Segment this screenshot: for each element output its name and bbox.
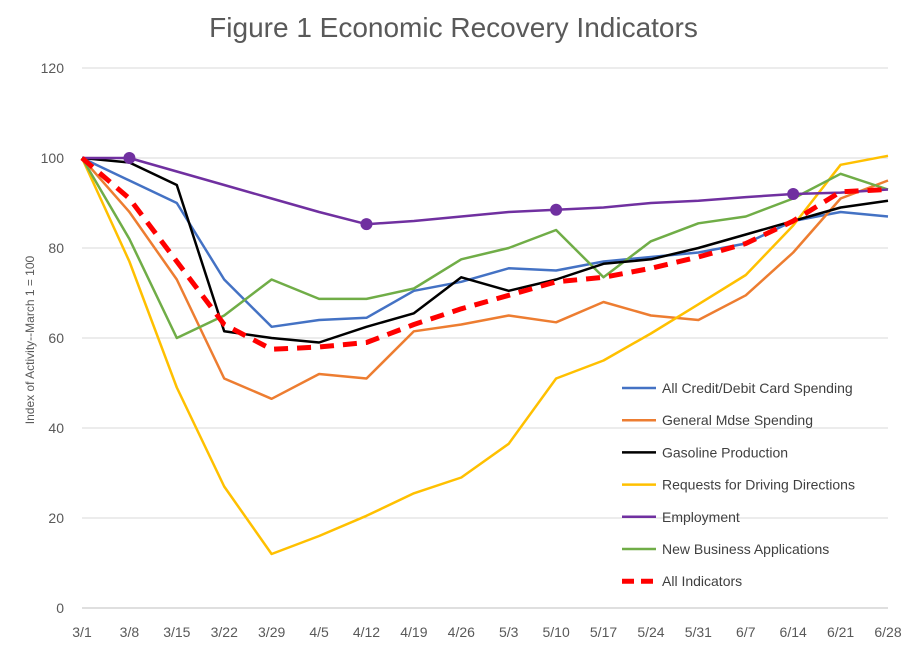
x-tick-label: 6/21 bbox=[827, 624, 854, 640]
legend-label: Gasoline Production bbox=[662, 444, 788, 460]
series-line bbox=[82, 156, 889, 226]
chart-title: Figure 1 Economic Recovery Indicators bbox=[209, 12, 698, 43]
x-tick-label: 5/10 bbox=[542, 624, 569, 640]
x-axis-ticks: 3/1 3/8 3/15 3/22 3/29 4/5 4/12 4/19 4/26 5/3 5/10… bbox=[72, 624, 902, 640]
series-line bbox=[80, 157, 889, 340]
series-marker bbox=[123, 152, 136, 164]
x-tick-label: 5/24 bbox=[637, 624, 664, 640]
legend: All Credit/Debit Card Spending General Md… bbox=[622, 380, 855, 589]
x-tick-label: 6/14 bbox=[780, 624, 807, 640]
series-line bbox=[80, 154, 889, 556]
series-marker bbox=[550, 203, 563, 216]
x-tick-label: 4/12 bbox=[353, 624, 380, 640]
x-tick-label: 4/5 bbox=[309, 624, 329, 640]
series-marker bbox=[787, 188, 800, 200]
legend-label: All Indicators bbox=[662, 573, 742, 589]
y-tick-label: 20 bbox=[48, 510, 64, 526]
legend-label: General Mdse Spending bbox=[662, 412, 813, 428]
x-tick-label: 4/19 bbox=[400, 624, 427, 640]
legend-label: Employment bbox=[662, 509, 740, 525]
legend-label: Requests for Driving Directions bbox=[662, 477, 855, 493]
x-tick-label: 3/29 bbox=[258, 624, 285, 640]
y-tick-label: 40 bbox=[48, 420, 64, 436]
legend-label: All Credit/Debit Card Spending bbox=[662, 380, 853, 396]
x-tick-label: 6/7 bbox=[736, 624, 756, 640]
x-tick-label: 4/26 bbox=[448, 624, 475, 640]
y-tick-label: 100 bbox=[41, 150, 65, 166]
series-line bbox=[81, 156, 889, 344]
x-tick-label: 3/22 bbox=[211, 624, 238, 640]
x-tick-label: 6/28 bbox=[874, 624, 901, 640]
series-line bbox=[80, 156, 889, 352]
y-axis-label: Index of Activity--March 1 = 100 bbox=[23, 255, 37, 424]
x-tick-label: 3/1 bbox=[72, 624, 92, 640]
x-tick-label: 5/3 bbox=[499, 624, 519, 640]
y-tick-label: 80 bbox=[48, 240, 64, 256]
x-tick-label: 3/15 bbox=[163, 624, 190, 640]
x-tick-label: 5/17 bbox=[590, 624, 617, 640]
y-tick-label: 0 bbox=[56, 600, 64, 616]
y-tick-label: 60 bbox=[48, 330, 64, 346]
y-tick-label: 120 bbox=[41, 60, 65, 76]
plot-area bbox=[80, 152, 889, 556]
x-tick-label: 5/31 bbox=[685, 624, 712, 640]
y-axis-ticks: 0 20 40 60 80 100 120 bbox=[41, 60, 65, 616]
series-marker bbox=[360, 218, 373, 231]
x-tick-label: 3/8 bbox=[120, 624, 140, 640]
gridlines bbox=[82, 67, 888, 609]
legend-label: New Business Applications bbox=[662, 541, 829, 557]
series-line bbox=[81, 157, 889, 401]
